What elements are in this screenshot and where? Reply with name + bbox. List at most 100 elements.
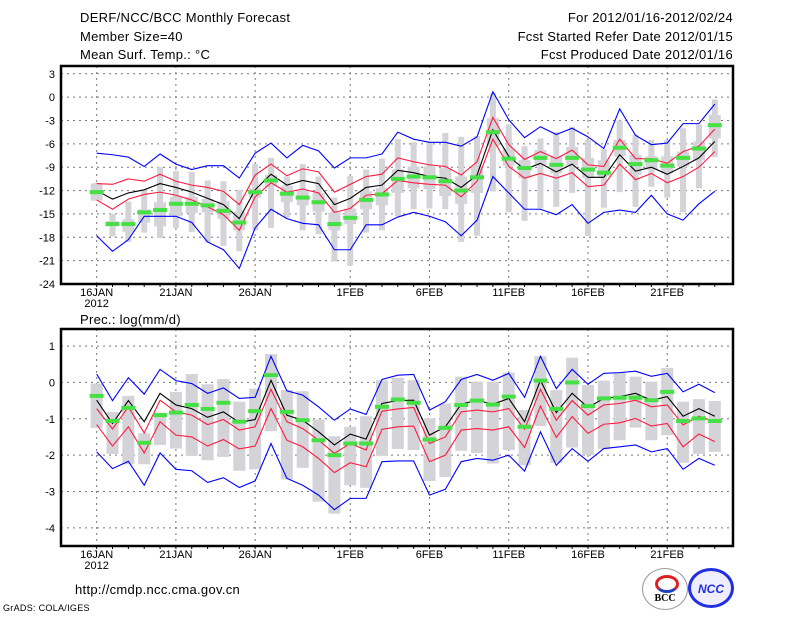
ensemble-range-bar: [375, 380, 388, 456]
ensemble-range-bar: [505, 124, 512, 213]
green-marker: [390, 397, 405, 402]
green-marker: [168, 201, 183, 206]
green-marker: [105, 222, 120, 227]
green-marker: [279, 191, 294, 196]
y-tick-label: -12: [39, 186, 55, 198]
forecast-start-date: Fcst Started Refer Date 2012/01/15: [517, 29, 733, 44]
x-tick-label: 21FEB: [650, 549, 684, 561]
member-size: Member Size=40: [80, 29, 183, 44]
ensemble-range-bar: [584, 139, 591, 236]
ensemble-range-bar: [328, 436, 341, 514]
green-marker: [454, 402, 469, 407]
ensemble-range-bar: [645, 381, 658, 441]
ensemble-range-bar: [169, 391, 182, 449]
green-marker: [596, 396, 611, 401]
green-marker: [311, 438, 326, 443]
green-marker: [248, 190, 263, 195]
ensemble-range-bar: [201, 384, 214, 461]
year-label: 2012: [84, 560, 108, 572]
green-marker: [121, 405, 136, 410]
ensemble-range-bar: [613, 372, 626, 441]
green-marker: [470, 398, 485, 403]
y-tick-label: -3: [45, 486, 55, 498]
ensemble-box: [169, 196, 182, 217]
ensemble-mean-line: [96, 378, 716, 446]
y-tick-label: -24: [39, 279, 55, 291]
green-marker: [676, 155, 691, 160]
ensemble-range-bar: [692, 399, 705, 455]
y-tick-label: -9: [45, 162, 55, 174]
green-marker: [580, 167, 595, 172]
plot-frame: [59, 64, 735, 286]
green-marker: [343, 441, 358, 446]
ensemble-range-bar: [249, 388, 262, 470]
y-tick-label: -1: [45, 414, 55, 426]
green-marker: [517, 165, 532, 170]
y-tick-label: -18: [39, 232, 55, 244]
ensemble-box: [391, 169, 404, 193]
green-marker: [184, 201, 199, 206]
x-tick-label: 21JAN: [159, 549, 192, 561]
green-marker: [200, 406, 215, 411]
x-tick-label: 16JAN: [80, 549, 113, 561]
green-marker: [327, 453, 342, 458]
green-marker: [374, 404, 389, 409]
green-marker: [501, 156, 516, 161]
y-tick-label: 3: [49, 69, 55, 81]
ensemble-range-bar: [502, 372, 515, 451]
green-marker: [660, 163, 675, 168]
ensemble-range-bar: [550, 390, 563, 463]
green-marker: [121, 222, 136, 227]
lower-spread-line: [96, 137, 716, 232]
green-marker: [264, 373, 278, 378]
green-marker: [628, 395, 643, 400]
x-tick-label: 11FEB: [492, 549, 525, 561]
green-marker: [311, 200, 326, 205]
green-marker: [470, 175, 485, 180]
min-line: [96, 430, 715, 511]
ensemble-range-bar: [455, 376, 468, 451]
green-marker: [216, 208, 231, 213]
ensemble-range-bar: [471, 381, 484, 453]
ensemble-range-bar: [268, 157, 274, 228]
ensemble-range-bar: [534, 356, 547, 427]
source-url[interactable]: http://cmdp.ncc.cma.gov.cn: [75, 582, 241, 597]
plot-frame: [59, 327, 735, 548]
green-marker: [438, 425, 453, 430]
green-marker: [596, 170, 611, 175]
y-tick-label: 0: [49, 92, 55, 104]
x-tick-label: 1FEB: [336, 287, 364, 299]
grads-credit: GrADS: COLA/IGES: [3, 603, 90, 613]
green-marker: [660, 389, 675, 394]
max-line: [96, 90, 716, 179]
forecast-period: For 2012/01/16-2012/02/24: [567, 10, 733, 25]
x-tick-label: 21JAN: [159, 287, 192, 299]
ensemble-range-bar: [521, 146, 528, 221]
green-marker: [359, 441, 374, 446]
x-tick-label: 16JAN: [80, 287, 113, 299]
ensemble-range-bar: [217, 379, 230, 457]
green-marker: [422, 175, 437, 180]
chart-title: DERF/NCC/BCC Monthly Forecast: [80, 10, 291, 25]
ensemble-range-bar: [360, 416, 373, 488]
green-marker: [374, 192, 389, 197]
green-marker: [343, 215, 358, 220]
green-marker: [406, 400, 421, 405]
green-marker: [153, 208, 168, 213]
green-marker: [184, 402, 199, 407]
green-marker: [707, 418, 722, 423]
upper-spread-line: [96, 116, 716, 206]
green-marker: [295, 418, 310, 423]
green-marker: [612, 145, 627, 150]
green-marker: [485, 130, 500, 135]
green-marker: [105, 418, 120, 423]
green-marker: [264, 178, 278, 183]
green-marker: [137, 440, 152, 445]
temperature-chart: 3 0 -3 -6 -9 -12 -15 -18 -21 -24 16JAN 21JAN 26JAN 1F…: [39, 64, 735, 310]
ensemble-range-bar: [423, 418, 436, 481]
green-marker: [232, 220, 247, 225]
green-marker: [565, 380, 580, 385]
green-marker: [707, 123, 722, 128]
y-tick-label: -6: [45, 139, 55, 151]
ensemble-mean-line: [96, 128, 716, 220]
